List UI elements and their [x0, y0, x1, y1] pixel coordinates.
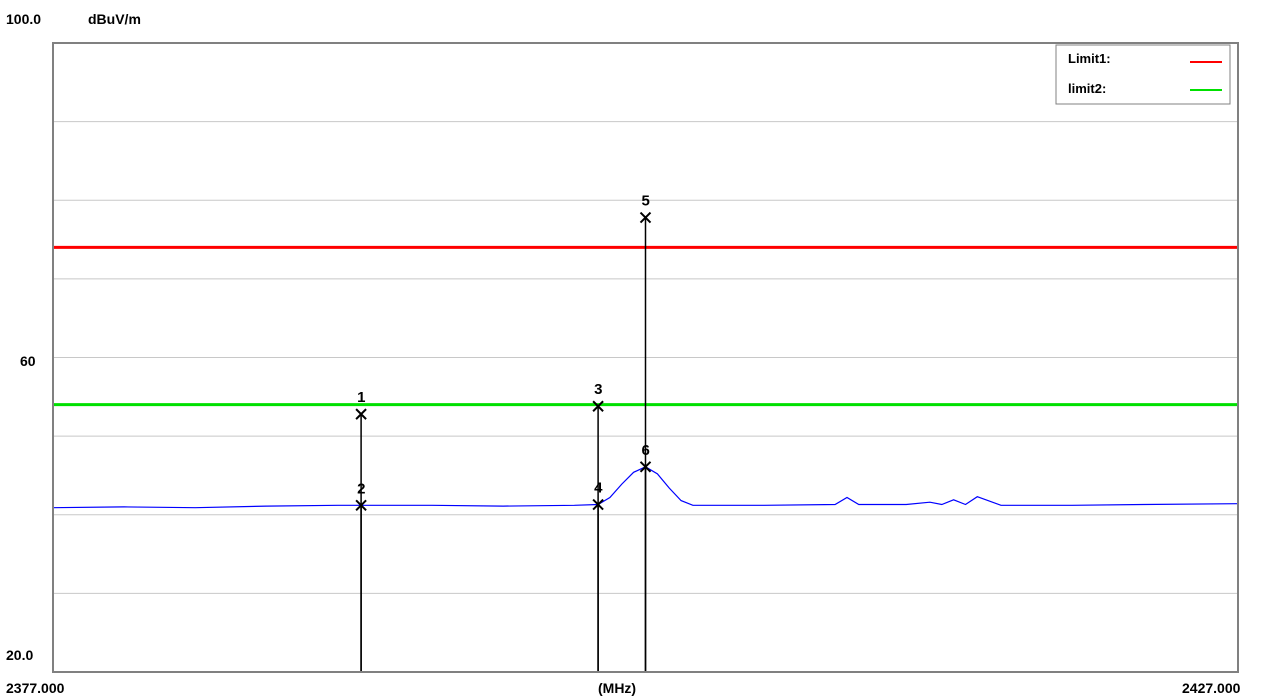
x-axis-unit: (MHz)	[598, 680, 636, 696]
plot-frame	[52, 42, 1239, 673]
y-axis-unit: dBuV/m	[88, 11, 141, 27]
marker-label-4: 4	[594, 480, 603, 497]
marker-label-1: 1	[357, 389, 365, 406]
marker-cross-1	[355, 408, 367, 420]
y-tick-label-bottom: 20.0	[6, 647, 33, 663]
marker-label-3: 3	[594, 381, 602, 398]
marker-cross-5	[639, 211, 652, 224]
y-tick-label-top: 100.0	[6, 11, 41, 27]
markers: 1 2 3 4 5 6	[355, 193, 652, 672]
marker-label-2: 2	[357, 480, 365, 497]
x-tick-label-min: 2377.000	[6, 680, 65, 696]
legend-box	[1055, 44, 1231, 105]
legend-entry-limit2: limit2:	[1068, 81, 1106, 96]
legend-entry-limit1: Limit1:	[1068, 51, 1111, 66]
marker-cross-4	[592, 498, 604, 511]
marker-label-5: 5	[642, 193, 650, 210]
legend: Limit1: limit2:	[1055, 44, 1231, 105]
marker-cross-2	[355, 499, 367, 512]
x-tick-label-max: 2427.000	[1182, 680, 1241, 696]
marker-cross-6	[639, 461, 652, 473]
marker-label-6: 6	[642, 442, 650, 459]
marker-cross-3	[592, 400, 604, 412]
series-line-trace	[52, 466, 1239, 509]
y-tick-label-mid: 60	[20, 353, 36, 369]
